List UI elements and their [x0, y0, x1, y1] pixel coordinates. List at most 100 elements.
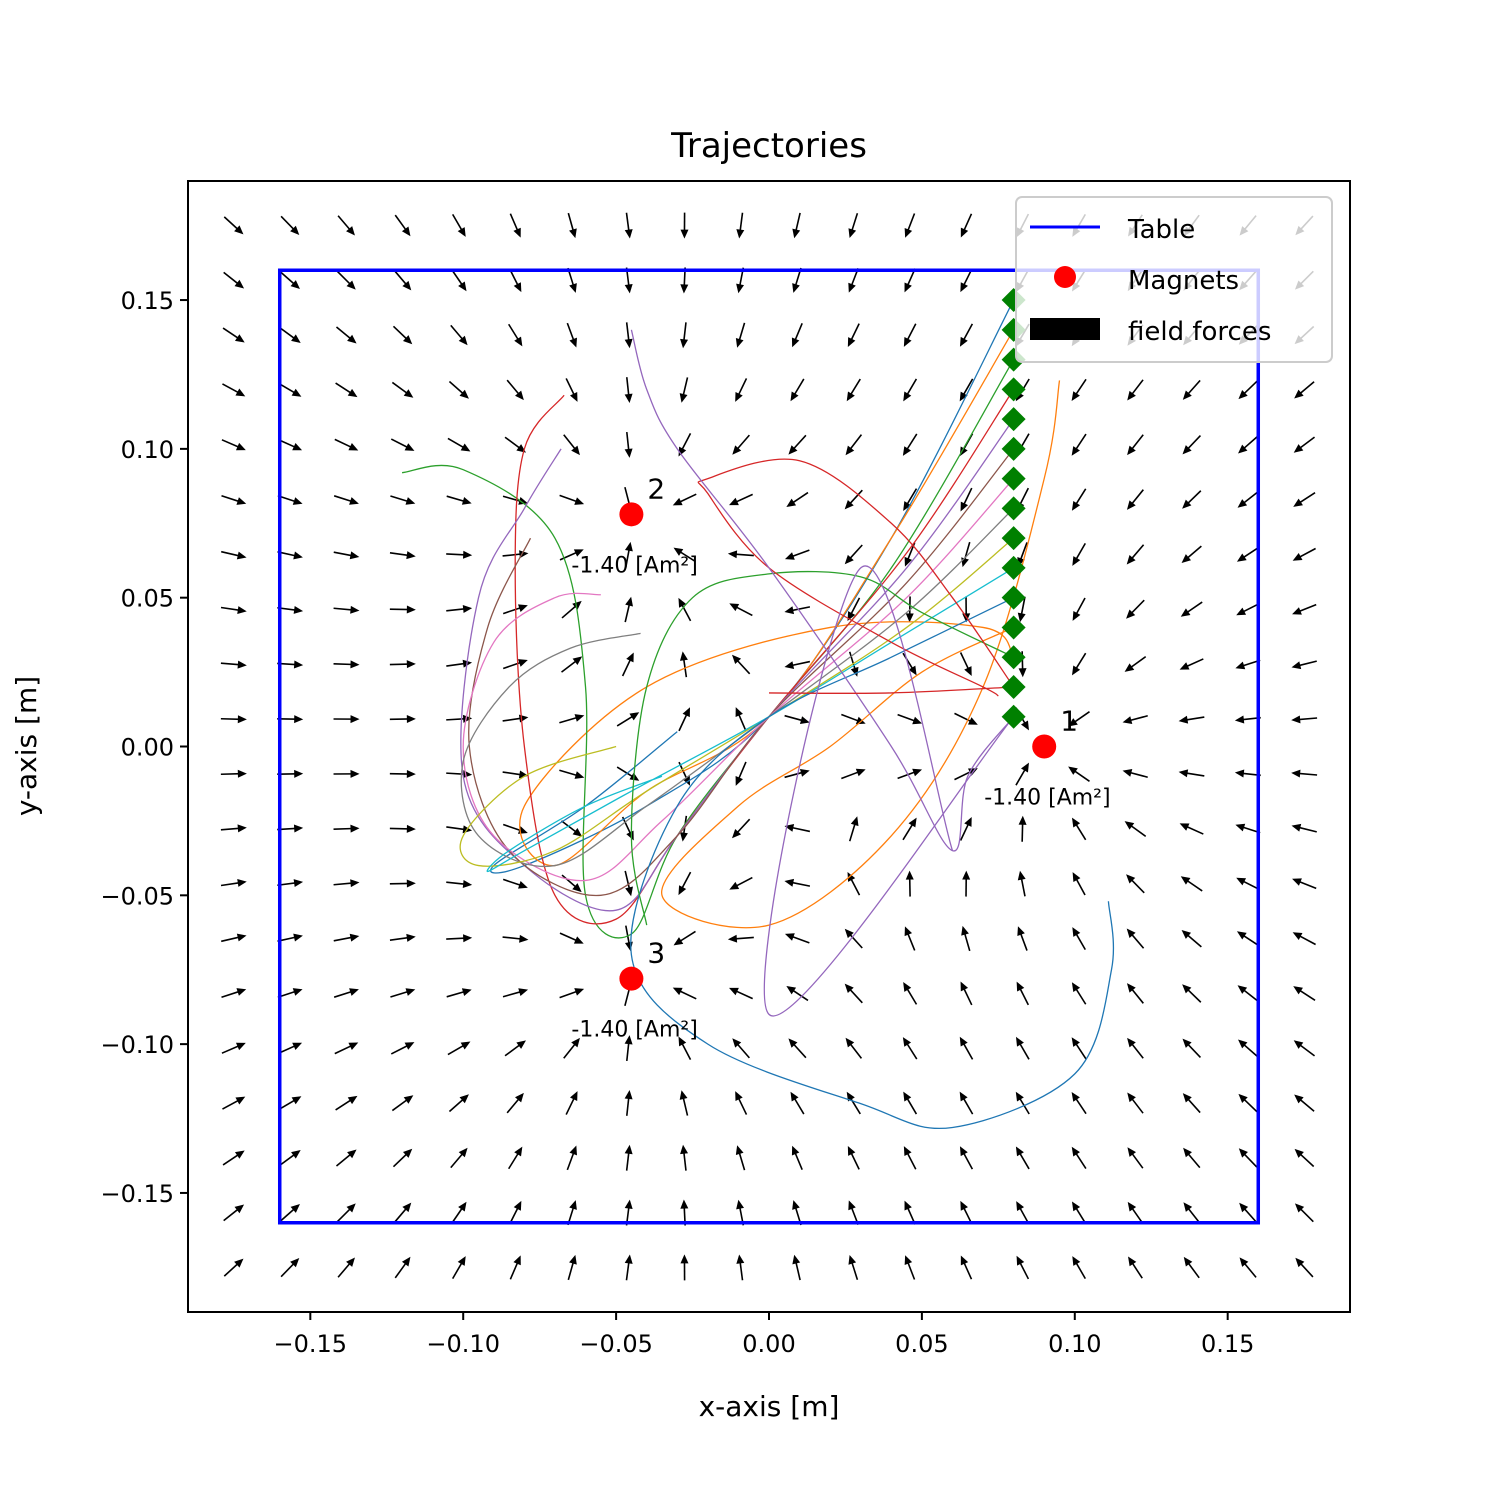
field-force-arrow — [624, 431, 633, 458]
field-force-arrow — [1181, 929, 1202, 948]
field-force-arrow — [280, 1258, 300, 1278]
field-force-arrow — [784, 878, 811, 887]
field-force-arrow — [844, 544, 863, 565]
field-force-arrow — [841, 713, 866, 725]
trajectory-line — [462, 478, 1015, 882]
field-force-arrow — [680, 1144, 689, 1171]
field-force-arrow — [1236, 602, 1260, 616]
field-force-arrow — [446, 934, 473, 943]
start-point-marker — [1001, 466, 1026, 491]
trajectory-line — [630, 570, 1014, 926]
field-force-arrow — [959, 1091, 974, 1115]
field-force-arrow — [904, 1255, 916, 1280]
field-force-arrow — [1126, 544, 1145, 565]
start-point-marker — [1001, 377, 1026, 402]
field-force-arrow — [1293, 1040, 1316, 1057]
field-force-arrow — [389, 933, 416, 942]
field-force-arrow — [841, 768, 866, 780]
field-force-arrow — [561, 656, 583, 673]
magnet-moment-label: -1.40 [Am²] — [984, 786, 1110, 811]
field-force-arrow — [1182, 1093, 1201, 1114]
field-force-arrow — [1178, 769, 1205, 778]
field-force-arrow — [735, 1145, 746, 1171]
field-force-arrow — [903, 982, 918, 1005]
field-force-arrow — [729, 493, 753, 506]
field-force-arrow — [961, 925, 971, 952]
field-force-arrow — [1072, 927, 1086, 951]
field-force-arrow — [903, 488, 918, 511]
field-force-arrow — [673, 547, 696, 563]
magnets: 1 -1.40 [Am²] 2 -1.40 [Am²] 3 -1.40 [Am²] — [571, 472, 1110, 1042]
field-force-arrow — [624, 541, 633, 568]
field-force-arrow — [390, 495, 416, 505]
field-force-arrow — [735, 761, 747, 786]
field-force-arrow — [279, 326, 301, 343]
field-force-arrow — [680, 212, 689, 239]
field-force-arrow — [1293, 986, 1316, 1001]
field-force-arrow — [1292, 547, 1316, 561]
field-force-arrow — [335, 326, 357, 344]
field-force-arrow — [279, 1203, 300, 1222]
field-force-arrow — [1126, 489, 1144, 510]
field-force-arrow — [502, 934, 529, 943]
field-force-arrow — [1127, 434, 1144, 456]
field-force-arrow — [905, 870, 914, 897]
field-force-arrow — [844, 489, 863, 510]
field-force-arrow — [222, 383, 246, 397]
field-force-arrow — [954, 712, 978, 725]
field-force-arrow — [844, 983, 863, 1004]
field-force-arrow — [624, 377, 633, 404]
field-force-arrow — [220, 824, 247, 833]
trajectory-line — [697, 458, 1015, 697]
field-force-arrow — [1291, 823, 1317, 833]
field-force-arrow — [848, 1254, 859, 1280]
field-force-arrow — [337, 215, 355, 236]
field-force-arrow — [223, 1204, 245, 1222]
x-axis-ticks: −0.15 −0.10 −0.05 0.00 0.05 0.10 0.15 — [274, 1312, 1254, 1358]
magnet-id-label: 3 — [647, 937, 665, 970]
field-force-arrow — [334, 438, 359, 451]
field-force-arrow — [393, 270, 412, 291]
field-force-arrow — [784, 933, 810, 944]
field-force-arrow — [451, 269, 467, 292]
field-force-arrow — [333, 715, 360, 724]
field-force-arrow — [394, 1256, 411, 1279]
y-tick-label: 0.15 — [121, 287, 174, 315]
field-force-arrow — [389, 660, 416, 669]
field-force-arrow — [624, 870, 633, 897]
x-tick-label: 0.15 — [1201, 1330, 1254, 1358]
field-force-arrow — [389, 551, 416, 560]
field-force-arrow — [222, 1150, 245, 1166]
trajectory-line — [460, 418, 1015, 912]
field-force-arrow — [334, 1042, 359, 1055]
trajectory-line — [763, 565, 1015, 1017]
field-force-arrow — [1017, 926, 1028, 951]
field-force-arrow — [1178, 715, 1205, 724]
field-force-arrow — [678, 1036, 692, 1060]
field-force-arrow — [565, 378, 578, 402]
magnet-marker — [1032, 734, 1057, 759]
field-force-arrow — [1126, 983, 1144, 1004]
field-force-arrow — [1072, 872, 1086, 896]
field-force-arrow — [446, 550, 473, 559]
field-force-arrow — [1122, 714, 1148, 724]
field-force-arrow — [1294, 1203, 1314, 1223]
field-force-arrow — [1127, 1147, 1144, 1169]
start-point-marker — [1001, 645, 1026, 670]
field-force-arrow — [1071, 982, 1087, 1005]
field-force-arrow — [792, 212, 801, 239]
field-force-arrow — [1182, 490, 1202, 509]
field-force-arrow — [1292, 878, 1317, 890]
field-force-arrow — [791, 322, 803, 348]
magnet-id-label: 1 — [1060, 705, 1078, 738]
field-force-arrow — [679, 651, 688, 678]
field-force-arrow — [220, 769, 247, 778]
field-force-arrow — [680, 322, 689, 349]
field-force-arrow — [394, 214, 411, 237]
field-force-arrow — [1238, 435, 1259, 454]
legend-field-forces-label: field forces — [1128, 317, 1271, 347]
field-force-arrow — [502, 988, 529, 998]
trajectory-line — [630, 329, 1015, 852]
field-force-arrow — [1016, 981, 1030, 1006]
field-force-arrow — [903, 1091, 918, 1115]
